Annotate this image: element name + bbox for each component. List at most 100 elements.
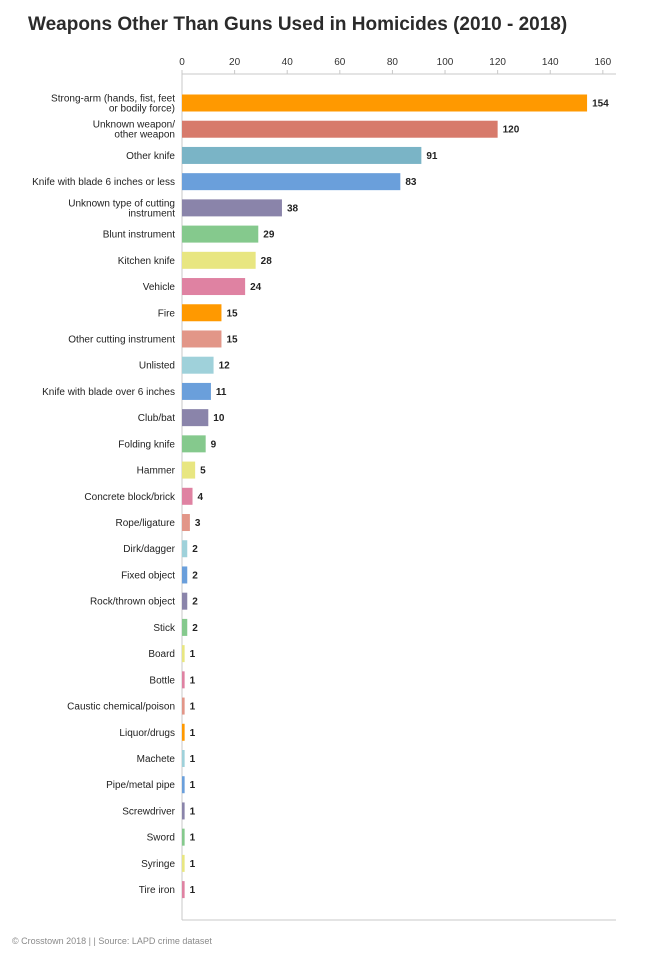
value-label: 2 [192,597,198,608]
value-labels: 1541209183382928241515121110954322221111… [190,99,610,897]
category-label: Tire iron [139,885,175,896]
bar [182,671,185,689]
category-label: Screwdriver [122,806,175,817]
value-label: 1 [190,675,196,686]
category-label: Kitchen knife [118,256,176,267]
chart-title: Weapons Other Than Guns Used in Homicide… [28,14,568,35]
x-tick-label: 160 [595,57,612,68]
value-label: 10 [213,413,225,424]
bar [182,487,193,505]
bar [182,750,185,767]
bar [182,199,282,217]
value-label: 29 [263,230,275,241]
x-tick-label: 120 [489,57,506,68]
category-label: Unknown type of cutting instrument [68,198,175,219]
bar [182,356,214,374]
x-tick-label: 100 [437,57,454,68]
value-label: 1 [190,833,196,844]
bar [182,146,422,164]
value-label: 1 [190,885,196,896]
category-label: Hammer [137,466,176,477]
bar [182,828,185,846]
bars [182,94,588,899]
category-label: Syringe [141,859,175,870]
value-label: 1 [190,649,196,660]
category-label: Rope/ligature [116,518,176,529]
category-label: Other knife [126,151,175,162]
bar [182,697,185,715]
category-label: Vehicle [143,282,176,293]
bar [182,173,401,191]
source-footer: © Crosstown 2018 | | Source: LAPD crime … [12,936,212,946]
x-tick-label: 60 [334,57,346,68]
value-label: 2 [192,544,198,555]
category-label: Other cutting instrument [68,334,175,345]
category-label: Knife with blade over 6 inches [42,387,175,398]
bar [182,382,211,400]
value-label: 11 [216,387,227,398]
value-label: 2 [192,623,198,634]
value-label: 1 [190,859,196,870]
category-label: Blunt instrument [103,230,175,241]
x-tick-label: 40 [282,57,294,68]
category-label: Concrete block/brick [84,492,176,503]
bar [182,330,222,348]
bar [182,461,196,479]
category-label: Machete [137,754,176,765]
value-label: 9 [211,439,217,450]
value-label: 1 [190,780,196,791]
category-label: Fire [158,308,176,319]
bar [182,435,206,453]
category-label: Board [148,649,175,660]
value-label: 15 [226,334,238,345]
x-tick-label: 0 [179,57,185,68]
category-label: Dirk/dagger [123,544,175,555]
category-label: Liquor/drugs [119,728,175,739]
value-label: 15 [226,308,238,319]
category-label: Rock/thrown object [90,597,175,608]
bar [182,566,188,584]
category-label: Sword [147,833,175,844]
category-label: Unlisted [139,361,175,372]
bar [182,514,190,532]
category-label: Club/bat [138,413,175,424]
value-label: 5 [200,466,206,477]
value-label: 83 [405,177,417,188]
bar [182,225,259,243]
category-label: Unknown weapon/other weapon [93,120,175,141]
value-label: 91 [426,151,438,162]
value-label: 12 [219,361,231,372]
value-label: 1 [190,702,196,713]
category-label: Knife with blade 6 inches or less [32,177,175,188]
value-label: 1 [190,806,196,817]
category-label: Caustic chemical/poison [67,702,175,713]
x-tick-label: 20 [229,57,241,68]
x-tick-label: 140 [542,57,559,68]
bar [182,94,588,112]
value-label: 4 [198,492,204,503]
bar [182,723,185,741]
x-tick-label: 80 [387,57,399,68]
value-label: 2 [192,570,198,581]
category-label: Fixed object [121,570,175,581]
bar [182,540,188,558]
value-label: 24 [250,282,262,293]
value-label: 1 [190,728,196,739]
category-labels: Strong-arm (hands, fist, feet or bodily f… [32,94,176,897]
category-label: Strong-arm (hands, fist, feet or bodily f… [51,94,175,115]
bar [182,409,209,427]
category-label: Pipe/metal pipe [106,780,175,791]
value-label: 38 [287,203,299,214]
bar [182,802,185,820]
value-label: 3 [195,518,201,529]
value-label: 120 [503,125,520,136]
bar [182,854,185,872]
bar [182,592,188,610]
bar [182,645,185,663]
value-label: 1 [190,754,196,765]
category-label: Bottle [149,675,175,686]
bar [182,776,185,794]
value-label: 28 [261,256,273,267]
category-label: Folding knife [118,439,175,450]
